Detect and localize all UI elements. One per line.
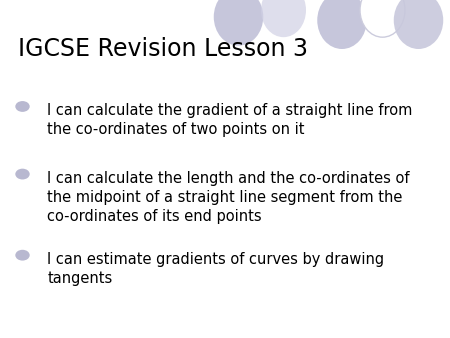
Circle shape [15,250,30,261]
Circle shape [15,169,30,179]
Ellipse shape [360,0,405,37]
Ellipse shape [214,0,263,46]
Ellipse shape [261,0,306,37]
Text: I can calculate the gradient of a straight line from
the co-ordinates of two poi: I can calculate the gradient of a straig… [47,103,413,137]
Ellipse shape [394,0,443,49]
Circle shape [15,101,30,112]
Text: I can estimate gradients of curves by drawing
tangents: I can estimate gradients of curves by dr… [47,252,384,286]
Ellipse shape [317,0,367,49]
Text: I can calculate the length and the co-ordinates of
the midpoint of a straight li: I can calculate the length and the co-or… [47,171,410,224]
Text: IGCSE Revision Lesson 3: IGCSE Revision Lesson 3 [18,37,308,61]
